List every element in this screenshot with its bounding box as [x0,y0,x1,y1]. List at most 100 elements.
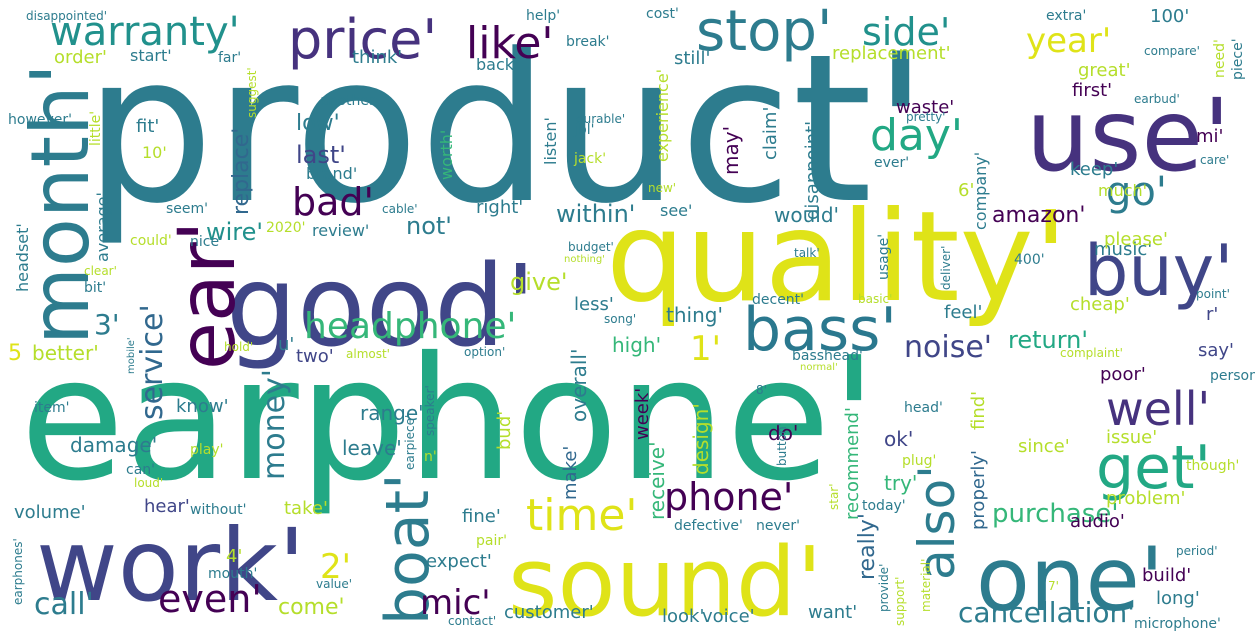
word-cloud-word: time' [526,490,638,541]
word-cloud-word: normal' [800,362,838,373]
word-cloud-word: go' [1106,169,1167,215]
word-cloud-word: great' [1078,60,1131,81]
word-cloud-word: week' [632,388,653,440]
word-cloud-word: still' [674,48,710,69]
word-cloud-word: side' [862,10,950,54]
word-cloud-word: much' [1098,181,1147,200]
word-cloud-word: may' [719,126,743,175]
word-cloud-word: get' [1096,433,1211,503]
word-cloud-word: however' [8,112,72,128]
word-cloud-word: jack' [573,151,606,167]
word-cloud-word: poor' [1100,364,1146,385]
word-cloud-word: two' [296,346,334,367]
word-cloud-word: support' [893,577,907,626]
word-cloud-word: 8' [756,383,767,397]
word-cloud-word: 10' [142,143,167,162]
word-cloud-word: pair' [476,533,507,549]
word-cloud-word: break' [566,34,609,50]
word-cloud-word: seem' [166,201,208,217]
word-cloud-word: volume' [14,502,86,523]
word-cloud-word: care' [1200,153,1229,167]
word-cloud-word: nothing' [564,254,605,265]
word-cloud-word: quality' [606,185,1068,330]
word-cloud-word: good' [226,242,536,372]
word-cloud-word: nice' [190,234,223,250]
word-cloud-word: button' [775,423,789,466]
word-cloud-word: money' [257,369,292,480]
word-cloud-word: build' [1142,565,1191,586]
word-cloud-word: mouth' [208,566,257,582]
word-cloud-word: another' [320,93,379,109]
word-cloud-word: replace' [229,128,254,215]
word-cloud-word: r' [1206,304,1218,325]
word-cloud-word: sound' [508,528,822,636]
word-cloud-word: last' [296,141,346,169]
word-cloud-word: claim' [760,107,781,160]
word-cloud-word: come' [278,595,345,620]
word-cloud-word: could' [130,233,172,249]
word-cloud-word: think' [352,47,402,68]
word-cloud-word: point' [1196,287,1230,301]
word-cloud-word: feel' [944,302,982,323]
word-cloud-word: headphone' [304,306,516,347]
word-cloud-word: boat' [373,473,443,625]
word-cloud-word: value' [316,577,352,591]
word-cloud-word: help' [526,8,560,24]
word-cloud-word: do' [768,421,798,445]
word-cloud-word: keep' [1070,159,1118,180]
word-cloud-word: basshead' [792,348,863,364]
word-cloud-word: purchase' [992,499,1119,529]
word-cloud-word: earpiece' [403,415,417,470]
word-cloud-word: give' [510,268,567,296]
word-cloud-word: noise' [904,330,992,365]
word-cloud-word: bad' [292,180,374,224]
word-cloud-word: jbl' [573,122,595,138]
word-cloud-word: hold' [224,340,253,354]
word-cloud-word: call' [34,587,94,622]
word-cloud-word: bit' [84,280,106,296]
word-cloud-word: 6' [958,180,974,201]
word-cloud-word: look' [662,606,704,627]
word-cloud-word: mobile' [126,337,137,374]
word-cloud-word: provide' [877,564,891,612]
word-cloud-word: review' [312,221,369,240]
word-cloud-word: return' [1008,326,1088,354]
word-cloud-word: 5 [8,341,22,366]
word-cloud-word: even' [158,577,262,621]
word-cloud-word: service' [135,304,170,420]
word-cloud-word: company' [971,152,990,230]
word-cloud-word: fit' [136,116,159,137]
word-cloud-word: head' [904,400,943,416]
word-cloud-word: audio' [1070,511,1125,532]
word-cloud-word: recommend' [842,407,863,520]
word-cloud-word: really' [855,513,880,580]
word-cloud-word: speaker' [423,385,437,436]
word-cloud-word: long' [1156,588,1200,609]
word-cloud-word: 400' [1014,252,1045,268]
word-cloud-word: can' [126,462,155,478]
word-cloud-word: disappointed' [26,9,107,23]
word-cloud-word: want' [808,602,857,623]
word-cloud-word: take' [284,498,328,519]
word-cloud-word: brand' [306,164,357,183]
word-cloud-word: option' [464,345,505,359]
word-cloud-word: material' [919,559,933,612]
word-cloud-word: plug' [902,453,936,469]
word-cloud-word: talk' [794,246,820,260]
word-cloud-word: phone' [664,475,793,519]
word-cloud-word: ear' [163,221,253,370]
word-cloud-word: price' [288,8,437,71]
word-cloud-word: stop' [696,0,832,64]
word-cloud-word: well' [1106,382,1210,436]
word-cloud-word: 2' [320,547,351,587]
word-cloud-word: without' [190,502,246,518]
word-cloud-word: find' [968,391,989,430]
word-cloud-word: hear' [144,496,190,517]
word-cloud-word: compare' [1144,44,1200,58]
word-cloud-word: day' [870,110,963,161]
word-cloud-word: mi' [1196,126,1223,147]
word-cloud-word: thing' [666,303,723,327]
word-cloud-word: expect' [426,551,492,572]
word-cloud-word: earphone' [20,321,877,519]
word-cloud-word: durable' [576,112,625,126]
